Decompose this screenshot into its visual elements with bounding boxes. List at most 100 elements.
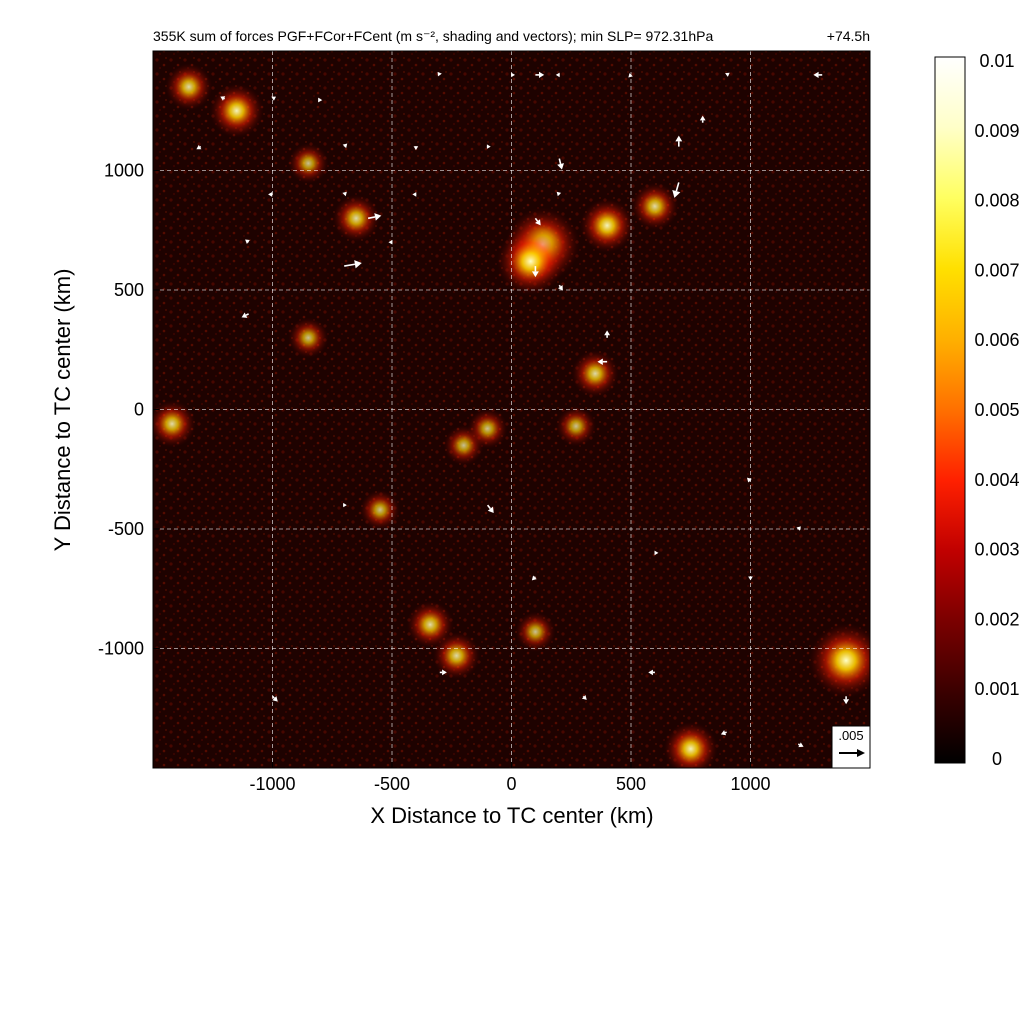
force-vector-shaft	[558, 284, 561, 288]
force-vector-shaft	[797, 743, 800, 746]
colorbar-tick-label: 0.009	[974, 121, 1019, 141]
colorbar-ticks: 0 0.001 0.002 0.003 0.004 0.005 0.006 0.007 0.00…	[974, 51, 1019, 769]
force-vector-head	[720, 730, 727, 736]
force-vector	[535, 71, 545, 79]
heatmap-hotspot	[332, 194, 380, 242]
y-tick-label: -1000	[98, 639, 144, 659]
force-vector	[672, 182, 681, 198]
heatmap-hotspot	[288, 143, 329, 184]
force-vector	[271, 96, 277, 101]
heatmap-hotspot	[515, 611, 556, 652]
force-vector	[437, 71, 442, 77]
force-vector-head	[597, 358, 603, 365]
colorbar-tick-label: 0	[992, 749, 1002, 769]
force-vector	[748, 576, 753, 581]
force-vector	[196, 144, 202, 150]
force-vector	[648, 669, 655, 676]
force-vector	[720, 730, 727, 736]
force-vector	[534, 217, 541, 226]
force-vector	[556, 191, 562, 197]
force-vector-head	[241, 312, 248, 318]
force-vector-head	[531, 575, 537, 581]
heatmap-hotspot	[808, 623, 870, 698]
heatmap-hotspot	[555, 406, 597, 447]
force-vector-head	[654, 550, 659, 556]
force-vector	[813, 71, 823, 79]
force-vector-head	[245, 239, 250, 244]
colorbar-tick-label: 0.005	[974, 400, 1019, 420]
heatmap-hotspot	[288, 317, 329, 358]
heatmap-hotspot	[432, 632, 481, 680]
force-vector-shaft	[724, 731, 727, 734]
colorbar-tick-label: 0.006	[974, 330, 1019, 350]
force-vector	[746, 477, 752, 483]
force-vector-shaft	[534, 217, 539, 222]
force-vector-shaft	[675, 182, 680, 192]
force-vector-head	[648, 669, 653, 676]
force-vector	[557, 284, 563, 291]
force-vector-head	[511, 72, 516, 78]
heatmap-hotspot	[467, 408, 508, 449]
heatmap-hotspots	[153, 63, 870, 768]
colorbar-tick-label: 0.002	[974, 609, 1019, 629]
force-vector-shaft	[271, 695, 275, 699]
force-vector	[797, 742, 804, 748]
y-axis-ticks: -1000 -500 0 500 1000	[98, 161, 159, 659]
colorbar-tick-label: 0.01	[979, 51, 1014, 71]
force-vector	[604, 330, 611, 338]
force-vector-head	[388, 239, 393, 245]
force-vector	[531, 266, 539, 278]
force-vector	[654, 550, 659, 556]
force-vector-head	[557, 285, 563, 291]
x-tick-label: 500	[616, 774, 646, 794]
force-vector-head	[813, 71, 819, 79]
force-vector	[413, 146, 419, 151]
force-vector	[439, 669, 447, 676]
force-vector-head	[437, 71, 442, 77]
reference-vector-label: .005	[838, 728, 863, 743]
force-vector-head	[374, 213, 382, 221]
force-vector-head	[581, 695, 587, 700]
y-tick-label: -500	[108, 519, 144, 539]
force-vector	[555, 72, 560, 78]
reference-vector-head	[857, 749, 865, 757]
force-vector	[531, 575, 537, 581]
force-vector-head	[557, 163, 564, 170]
force-vector	[245, 239, 250, 244]
force-vector	[843, 696, 850, 705]
heatmap-hotspot	[580, 198, 635, 253]
force-vector	[796, 526, 801, 531]
chart-title: 355K sum of forces PGF+FCor+FCent (m s⁻²…	[153, 28, 713, 44]
force-vector-head	[843, 699, 850, 705]
force-vectors	[196, 71, 850, 748]
colorbar-tick-label: 0.007	[974, 260, 1019, 280]
force-vector-head	[272, 696, 278, 702]
heatmap-hotspot	[165, 63, 213, 111]
forecast-time-label: +74.5h	[827, 28, 870, 44]
force-vector-head	[796, 526, 801, 531]
heatmap-hotspot	[153, 400, 196, 448]
force-vector	[511, 72, 516, 78]
force-vector-shaft	[582, 695, 585, 698]
x-tick-label: 1000	[730, 774, 770, 794]
force-vector-head	[318, 97, 323, 103]
force-vector	[344, 260, 362, 269]
heatmap-hotspot	[496, 227, 565, 296]
y-tick-label: 1000	[104, 161, 144, 181]
force-vector	[318, 97, 323, 103]
colorbar-tick-label: 0.004	[974, 470, 1019, 490]
force-vector-head	[343, 502, 347, 508]
force-vector-head	[555, 72, 560, 78]
force-vector-shaft	[534, 576, 536, 578]
force-vector-shaft	[245, 313, 249, 316]
colorbar-tick-label: 0.008	[974, 191, 1019, 211]
force-vector-head	[268, 191, 273, 197]
force-vector	[342, 191, 347, 197]
force-vector-head	[725, 72, 730, 77]
force-vector-head	[531, 271, 539, 278]
force-vector	[271, 695, 278, 702]
force-vector	[597, 358, 608, 365]
reference-vector-box: .005	[831, 725, 871, 769]
force-vector-head	[699, 115, 706, 121]
